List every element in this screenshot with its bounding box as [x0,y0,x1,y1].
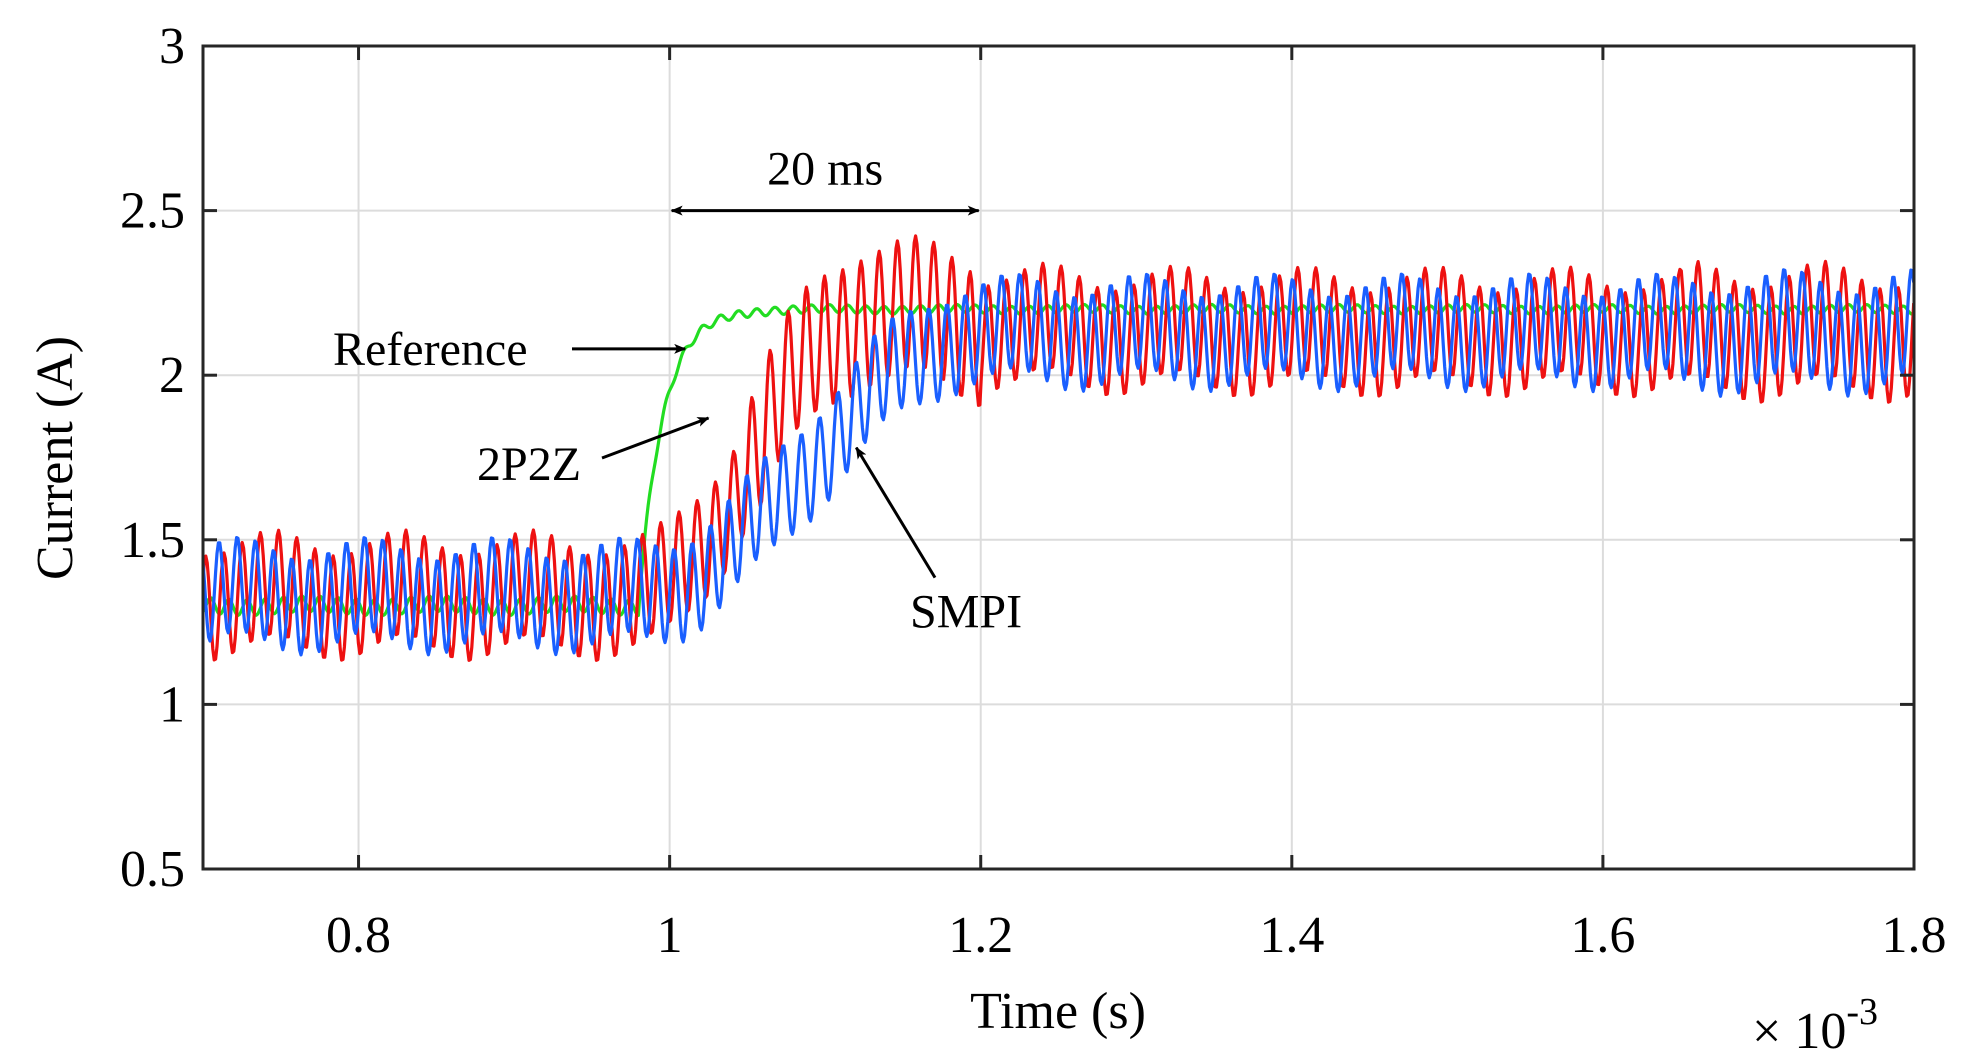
callout-label-smpi: SMPI [910,586,1022,639]
plot-frame [201,44,1916,871]
callout-arrow-smpi [855,446,937,579]
y-tick-label: 2 [159,347,185,404]
series-line-smpi [203,268,1914,657]
grid [203,45,1915,870]
x-tick-label: 1.8 [1882,907,1947,964]
x-multiplier-exponent: -3 [1846,991,1878,1033]
axes-frame [201,44,1916,871]
y-axis-title: Current (A) [27,336,84,580]
x-axis-multiplier: × 10-3 [1752,991,1878,1060]
callout-arrow-2p2z [601,416,710,460]
x-multiplier-base: × 10 [1752,1003,1846,1060]
annotations: 20 ms Reference 2P2Z SMPI [333,143,1022,639]
axis-ticks: 0.8 1 1.2 1.4 1.6 1.8 0.5 1 1.5 2 2.5 3 [120,18,1947,964]
y-tick-label: 1.5 [120,512,185,569]
x-tick-label: 1.6 [1570,907,1635,964]
x-tick-label: 1.2 [948,907,1013,964]
y-tick-label: 3 [159,18,185,75]
annotation-20ms-label: 20 ms [767,143,883,196]
callout-label-reference: Reference [333,323,528,376]
x-tick-label: 1.4 [1259,907,1324,964]
y-tick-label: 2.5 [120,183,185,240]
x-tick-label: 0.8 [326,907,391,964]
callout-label-2p2z: 2P2Z [477,438,581,491]
y-tick-label: 1 [159,676,185,733]
x-tick-label: 1 [657,907,683,964]
series-group [203,234,1914,662]
y-tick-label: 0.5 [120,841,185,898]
x-axis-title: Time (s) [970,983,1146,1040]
series-line-2p2z [203,234,1914,662]
